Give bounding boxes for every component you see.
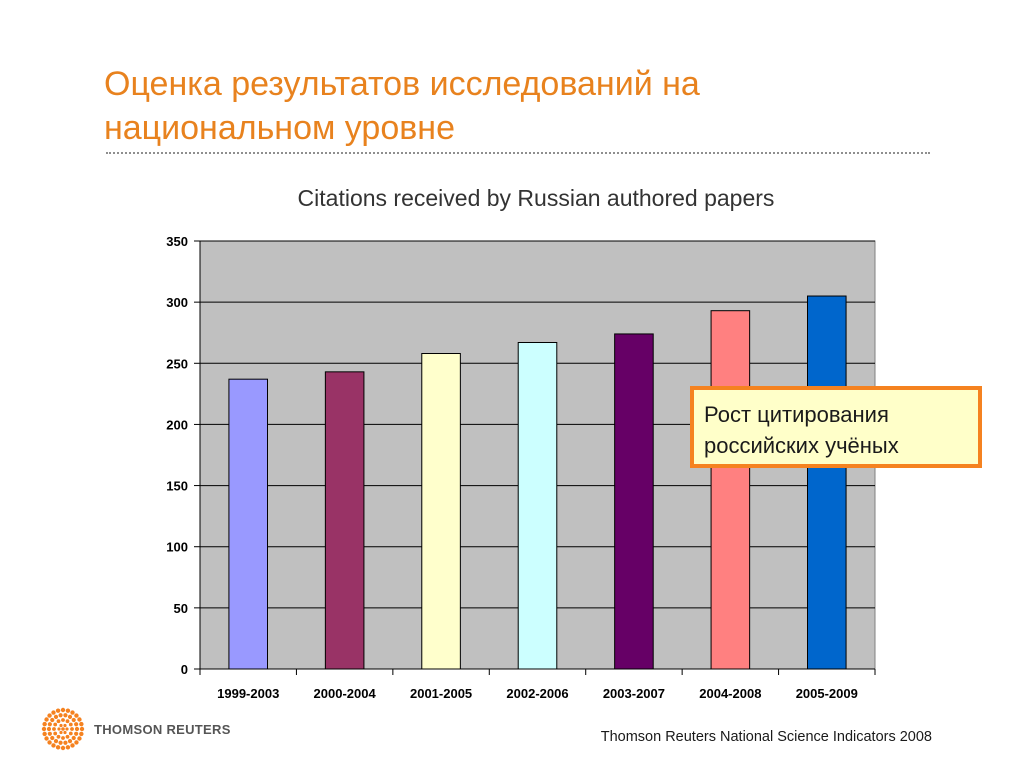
logo-dot: [41, 726, 47, 732]
logo-dot: [42, 721, 47, 727]
logo-dots-icon: [41, 707, 85, 751]
y-axis-ticks: 0 50 100 150 200 250 300 350: [166, 234, 200, 677]
x-tick-label: 2005-2009: [796, 686, 858, 701]
logo-dot: [55, 745, 61, 750]
logo-dot: [65, 727, 69, 731]
x-tick-label: 2002-2006: [506, 686, 568, 701]
source-note: Thomson Reuters National Science Indicat…: [600, 729, 932, 745]
y-tick-label: 150: [166, 479, 188, 494]
logo-dot: [60, 707, 66, 713]
logo-text: THOMSON REUTERS: [94, 722, 231, 737]
x-tick-label: 2003-2007: [603, 686, 665, 701]
logo-dot: [47, 731, 52, 736]
bar-1999-2003: [228, 378, 269, 670]
logo-dot: [46, 726, 52, 732]
logo-dot: [57, 727, 61, 731]
chart-title: Citations received by Russian authored p…: [297, 185, 775, 211]
logo-dot: [63, 713, 68, 718]
logo-dot: [67, 739, 73, 744]
y-tick-label: 100: [166, 540, 188, 555]
logo-dot: [53, 739, 59, 744]
y-tick-label: 0: [181, 662, 188, 677]
title-divider: [106, 152, 930, 154]
axes: [199, 241, 875, 670]
logo-dot: [61, 727, 65, 731]
logo-dot: [47, 740, 52, 745]
bar-2003-2007: [614, 333, 654, 670]
callout-line-1: Рост цитирования: [704, 402, 889, 427]
bar-2005-2009: [807, 295, 847, 670]
x-tick-label: 2001-2005: [410, 686, 472, 701]
bar-2001-2005: [421, 353, 461, 670]
y-tick-label: 300: [166, 295, 188, 310]
thomson-reuters-logo: THOMSON REUTERS: [40, 706, 240, 752]
logo-dot: [56, 719, 61, 724]
logo-dot: [65, 708, 71, 713]
logo-dot: [59, 723, 63, 728]
x-axis-ticks: 1999-2003 2000-2004 2001-2005 2002-2006 2003…: [199, 669, 876, 701]
logo-dot: [44, 717, 49, 722]
logo-dot: [70, 743, 75, 748]
logo-dot: [65, 745, 71, 750]
logo-dot: [74, 713, 79, 718]
logo-dot: [53, 731, 58, 736]
logo-dot: [61, 736, 65, 740]
logo-dot: [74, 722, 79, 727]
logo-dot: [52, 727, 56, 731]
logo-dot: [53, 722, 58, 727]
logo-dot: [42, 731, 47, 737]
y-tick-label: 200: [166, 417, 188, 432]
logo-dot: [79, 731, 84, 737]
logo-dot: [53, 714, 59, 719]
logo-dot: [68, 722, 73, 727]
bar-2000-2004: [324, 371, 365, 670]
y-tick-label: 250: [166, 356, 188, 371]
logo-dot: [59, 730, 63, 735]
logo-dot: [60, 745, 66, 751]
logo-dot: [77, 736, 82, 741]
y-tick-label: 350: [166, 234, 188, 249]
logo-dot: [79, 721, 84, 727]
logo-dot: [51, 710, 56, 715]
logo-dot: [51, 743, 56, 748]
logo-dot: [79, 726, 85, 732]
x-tick-label: 2000-2004: [314, 686, 377, 701]
logo-dot: [74, 740, 79, 745]
logo-dot: [77, 717, 82, 722]
logo-dot: [65, 719, 70, 724]
logo-dot: [50, 735, 55, 741]
logo-dot: [67, 714, 73, 719]
bar-2004-2008: [710, 310, 751, 670]
logo-dot: [58, 740, 63, 745]
bars: [228, 295, 847, 670]
y-tick-label: 50: [174, 601, 188, 616]
logo-dot: [74, 726, 80, 732]
slide-title: Оценка результатов исследований на нацио…: [104, 65, 700, 147]
logo-dot: [71, 735, 76, 741]
logo-dot: [70, 727, 74, 731]
logo-dot: [56, 734, 61, 739]
logo-dot: [65, 734, 70, 739]
x-tick-label: 1999-2003: [217, 686, 279, 701]
logo-dot: [50, 717, 55, 723]
logo-dot: [74, 731, 79, 736]
logo-dot: [55, 708, 61, 713]
logo-dot: [47, 722, 52, 727]
callout-line-2: российских учёных: [704, 433, 899, 458]
callout-box: Рост цитирования российских учёных: [690, 386, 982, 468]
logo-dot: [63, 730, 67, 735]
logo-dot: [71, 717, 76, 723]
logo-dot: [47, 713, 52, 718]
logo-dot: [68, 731, 73, 736]
bar-2002-2006: [517, 341, 558, 670]
logo-dot: [70, 710, 75, 715]
logo-dot: [63, 723, 67, 728]
logo-dot: [61, 718, 65, 722]
x-tick-label: 2004-2008: [699, 686, 761, 701]
logo-dot: [44, 736, 49, 741]
logo-dot: [58, 713, 63, 718]
logo-dot: [63, 740, 68, 745]
